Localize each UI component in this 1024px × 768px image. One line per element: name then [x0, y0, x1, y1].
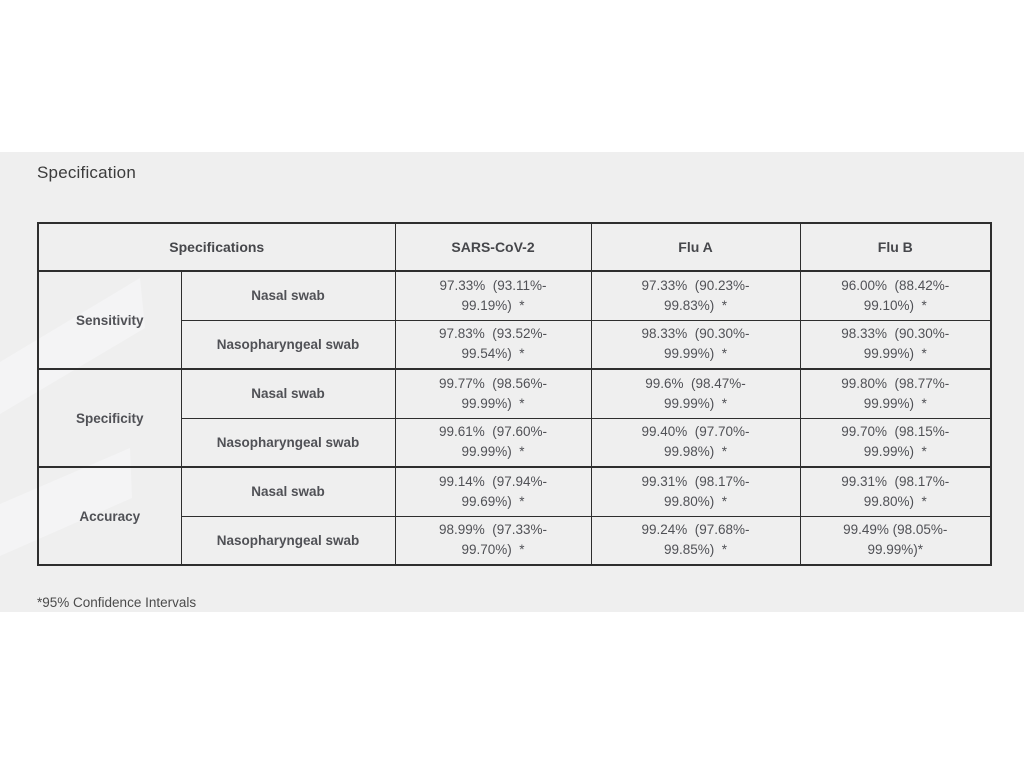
- swab-label: Nasal swab: [180, 270, 396, 321]
- value-line: 99.24% (97.68%-: [641, 522, 750, 538]
- value-line: 97.33% (93.11%-: [439, 277, 547, 293]
- value-cell: 99.31% (98.17%- 99.80%) *: [590, 466, 801, 517]
- value-line: 99.80% (98.77%-: [841, 375, 950, 391]
- value-line: 99.99%) *: [863, 395, 927, 411]
- swab-label: Nasal swab: [180, 368, 396, 419]
- value-line: 99.85%) *: [663, 542, 728, 558]
- value-line: 99.69%) *: [461, 493, 525, 509]
- table-row: Specificity Nasal swab 99.77% (98.56%- 9…: [37, 368, 992, 468]
- value-line: 97.33% (90.23%-: [641, 277, 750, 293]
- value-cell: 98.33% (90.30%- 99.99%) *: [799, 319, 992, 370]
- value-cell: 99.40% (97.70%- 99.98%) *: [590, 417, 801, 468]
- column-header-flu-b: Flu B: [799, 222, 992, 272]
- value-line: 99.99%) *: [461, 444, 525, 460]
- value-line: 99.99%) *: [863, 346, 927, 362]
- value-line: 99.14% (97.94%-: [438, 473, 548, 489]
- value-line: 99.10%) *: [863, 297, 927, 313]
- swab-label: Nasopharyngeal swab: [180, 417, 396, 468]
- table-row: Nasopharyngeal swab 98.99% (97.33%- 99.7…: [38, 515, 992, 566]
- value-line: 99.31% (98.17%-: [841, 473, 950, 489]
- value-line: 99.70%) *: [461, 542, 525, 558]
- metric-label-specificity: Specificity: [37, 368, 182, 468]
- value-line: 98.33% (90.30%-: [641, 326, 750, 342]
- value-line: 99.77% (98.56%-: [438, 375, 548, 391]
- value-line: 99.98%) *: [663, 444, 728, 460]
- value-line: 99.99%) *: [461, 395, 525, 411]
- value-line: 99.99%) *: [863, 444, 927, 460]
- value-line: 99.99%)*: [867, 542, 924, 558]
- table-row: Accuracy Nasal swab 99.14% (97.94%- 99.6…: [37, 466, 992, 566]
- confidence-interval-footnote: *95% Confidence Intervals: [37, 595, 197, 610]
- value-line: 99.54%) *: [461, 346, 525, 362]
- header-row: Specifications SARS-CoV-2 Flu A Flu B: [37, 222, 992, 272]
- value-line: 96.00% (88.42%-: [841, 277, 950, 293]
- value-line: 99.99%) *: [663, 346, 728, 362]
- value-line: 99.80%) *: [863, 493, 927, 509]
- value-cell: 97.33% (90.23%- 99.83%) *: [590, 270, 801, 321]
- value-line: 99.70% (98.15%-: [841, 424, 950, 440]
- table-row: Nasopharyngeal swab 97.83% (93.52%- 99.5…: [38, 319, 992, 370]
- value-line: 99.99%) *: [663, 395, 728, 411]
- value-line: 99.6% (98.47%-: [645, 375, 746, 391]
- value-line: 99.31% (98.17%-: [641, 473, 750, 489]
- value-line: 99.61% (97.60%-: [438, 424, 548, 440]
- value-cell: 99.70% (98.15%- 99.99%) *: [799, 417, 992, 468]
- column-header-flu-a: Flu A: [590, 222, 801, 272]
- value-line: 98.33% (90.30%-: [841, 326, 950, 342]
- value-line: 99.80%) *: [663, 493, 728, 509]
- value-line: 99.83%) *: [663, 297, 728, 313]
- value-line: 99.40% (97.70%-: [641, 424, 750, 440]
- value-cell: 98.99% (97.33%- 99.70%) *: [394, 515, 592, 566]
- value-cell: 99.6% (98.47%- 99.99%) *: [590, 368, 801, 419]
- column-header-sars-cov-2: SARS-CoV-2: [394, 222, 592, 272]
- value-line: 98.99% (97.33%-: [438, 522, 548, 538]
- swab-label: Nasopharyngeal swab: [180, 319, 396, 370]
- value-cell: 99.61% (97.60%- 99.99%) *: [394, 417, 592, 468]
- value-cell: 97.33% (93.11%- 99.19%) *: [394, 270, 592, 321]
- table-row: Sensitivity Nasal swab 97.33% (93.11%- 9…: [37, 270, 992, 370]
- value-line: 99.19%) *: [461, 297, 525, 313]
- page-title: Specification: [37, 163, 136, 182]
- value-cell: 99.24% (97.68%- 99.85%) *: [590, 515, 801, 566]
- table-row: Nasopharyngeal swab 99.61% (97.60%- 99.9…: [38, 417, 992, 468]
- value-cell: 98.33% (90.30%- 99.99%) *: [590, 319, 801, 370]
- metric-label-accuracy: Accuracy: [37, 466, 182, 566]
- value-line: 99.49% (98.05%-: [843, 522, 948, 538]
- swab-label: Nasopharyngeal swab: [180, 515, 396, 566]
- value-cell: 99.77% (98.56%- 99.99%) *: [394, 368, 592, 419]
- column-header-specifications: Specifications: [37, 222, 396, 272]
- value-cell: 99.49% (98.05%- 99.99%)*: [799, 515, 992, 566]
- value-cell: 96.00% (88.42%- 99.10%) *: [799, 270, 992, 321]
- specifications-table: Specifications SARS-CoV-2 Flu A Flu B Se…: [37, 222, 993, 566]
- content-band: Specification Specifications SARS-CoV-2 …: [0, 152, 1024, 612]
- swab-label: Nasal swab: [180, 466, 396, 517]
- value-line: 97.83% (93.52%-: [438, 326, 548, 342]
- value-cell: 99.80% (98.77%- 99.99%) *: [799, 368, 992, 419]
- value-cell: 99.14% (97.94%- 99.69%) *: [394, 466, 592, 517]
- value-cell: 97.83% (93.52%- 99.54%) *: [394, 319, 592, 370]
- value-cell: 99.31% (98.17%- 99.80%) *: [799, 466, 992, 517]
- metric-label-sensitivity: Sensitivity: [37, 270, 182, 370]
